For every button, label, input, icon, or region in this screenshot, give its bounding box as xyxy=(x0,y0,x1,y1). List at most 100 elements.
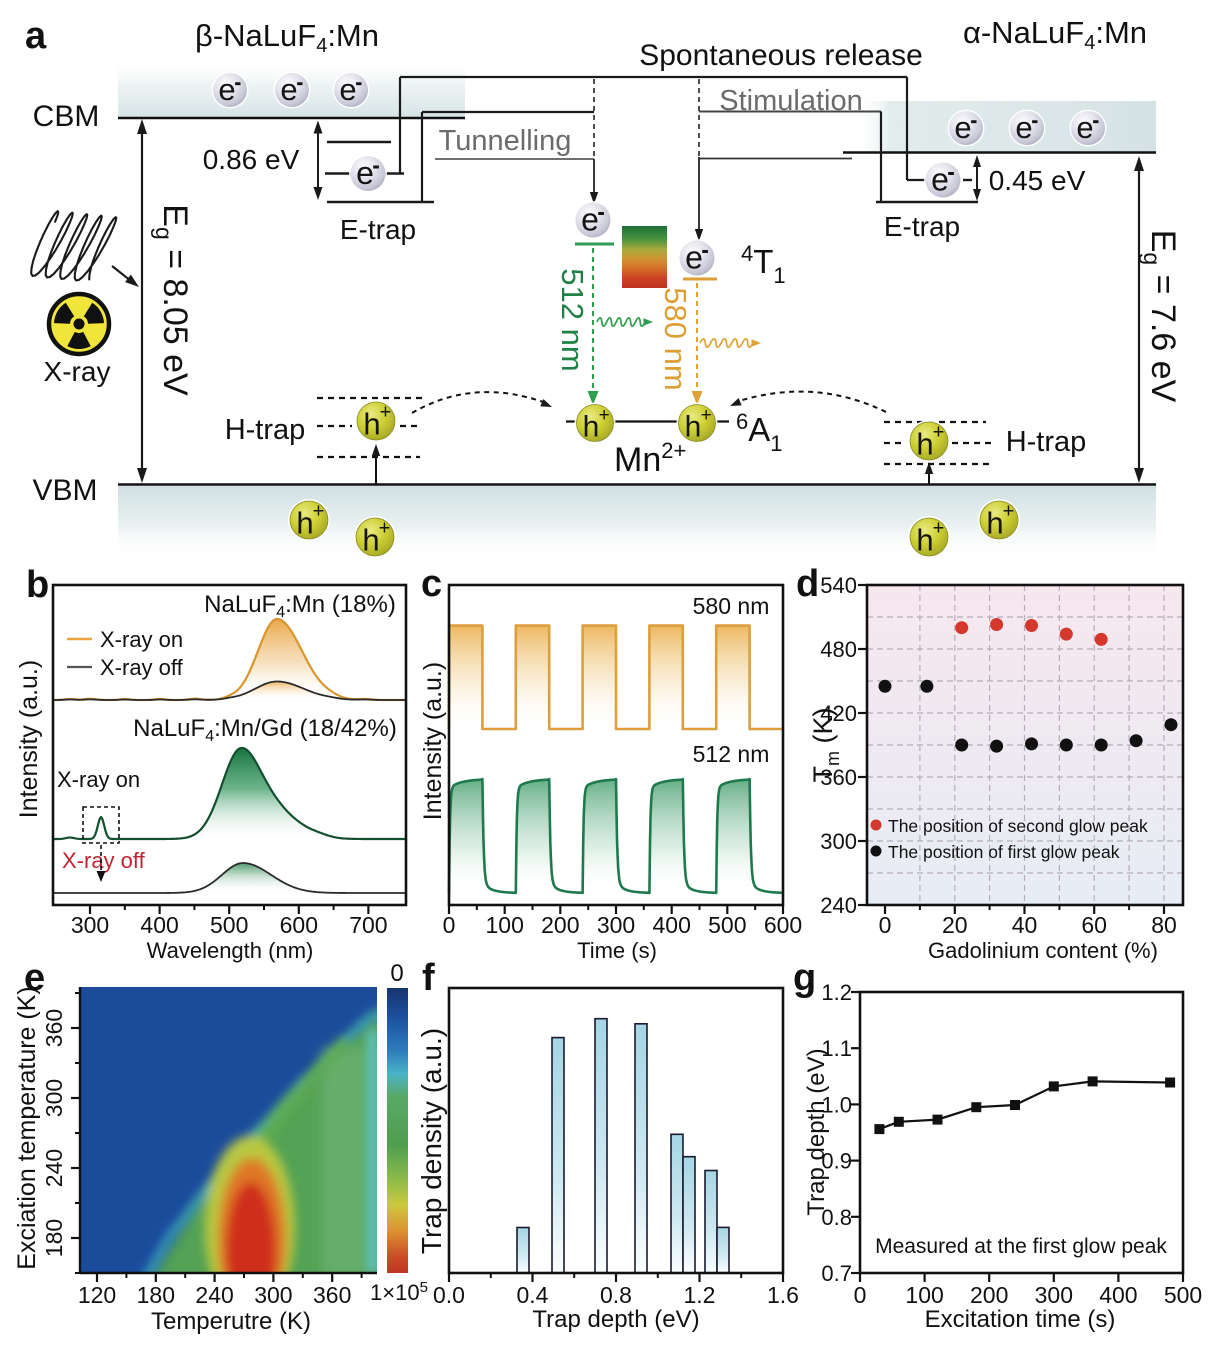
svg-text:β-NaLuF4:Mn: β-NaLuF4:Mn xyxy=(195,18,379,57)
svg-text:g: g xyxy=(793,957,816,999)
svg-text:e: e xyxy=(1076,110,1093,145)
svg-text:h: h xyxy=(916,523,933,558)
svg-text:+: + xyxy=(933,518,945,540)
svg-text:e: e xyxy=(24,957,45,999)
svg-text:0.8: 0.8 xyxy=(600,1282,632,1308)
svg-text:1.0: 1.0 xyxy=(821,1092,852,1117)
svg-text:512 nm: 512 nm xyxy=(555,268,590,371)
svg-text:1.2: 1.2 xyxy=(684,1282,716,1308)
svg-text:240: 240 xyxy=(820,893,857,918)
svg-text:e: e xyxy=(339,72,356,107)
svg-text:0.8: 0.8 xyxy=(821,1205,852,1230)
svg-text:180: 180 xyxy=(137,1282,175,1308)
svg-text:e: e xyxy=(280,72,297,107)
svg-text:360: 360 xyxy=(313,1282,351,1308)
svg-text:Temperutre (K): Temperutre (K) xyxy=(151,1308,311,1335)
svg-text:h: h xyxy=(296,506,313,541)
svg-text:500: 500 xyxy=(1164,1282,1202,1308)
svg-text:512 nm: 512 nm xyxy=(693,741,770,767)
svg-text:The position of second glow pe: The position of second glow peak xyxy=(888,816,1148,836)
svg-text:360: 360 xyxy=(820,765,857,790)
svg-text:4T1: 4T1 xyxy=(741,241,786,288)
svg-text:Eg = 8.05 eV: Eg = 8.05 eV xyxy=(151,204,194,396)
svg-text:b: b xyxy=(26,564,49,606)
svg-text:H-trap: H-trap xyxy=(1006,426,1087,458)
svg-text:Excitation time (s): Excitation time (s) xyxy=(925,1306,1116,1333)
svg-text:Tm (K): Tm (K) xyxy=(808,708,843,783)
svg-text:480: 480 xyxy=(820,637,857,662)
svg-text:240: 240 xyxy=(195,1282,233,1308)
svg-text:+: + xyxy=(313,501,325,523)
svg-text:f: f xyxy=(422,957,435,999)
svg-text:VBM: VBM xyxy=(32,474,97,507)
svg-text:0.9: 0.9 xyxy=(821,1149,852,1174)
svg-text:600: 600 xyxy=(764,912,802,938)
svg-text:600: 600 xyxy=(280,912,318,938)
svg-text:NaLuF4:Mn (18%): NaLuF4:Mn (18%) xyxy=(204,591,396,621)
svg-text:+: + xyxy=(701,405,712,426)
svg-text:0: 0 xyxy=(854,1282,867,1308)
svg-text:h: h xyxy=(916,427,933,462)
svg-text:a: a xyxy=(25,15,47,57)
svg-text:200: 200 xyxy=(970,1282,1008,1308)
svg-text:X-ray on: X-ray on xyxy=(100,627,183,652)
svg-text:6A1: 6A1 xyxy=(736,409,783,456)
svg-text:700: 700 xyxy=(349,912,387,938)
svg-text:1.2: 1.2 xyxy=(821,980,852,1005)
svg-text:H-trap: H-trap xyxy=(225,414,306,446)
svg-text:1.6: 1.6 xyxy=(767,1282,799,1308)
svg-text:300: 300 xyxy=(254,1282,292,1308)
svg-text:e: e xyxy=(954,110,971,145)
svg-text:+: + xyxy=(379,518,391,540)
svg-text:420: 420 xyxy=(820,701,857,726)
svg-text:400: 400 xyxy=(653,912,691,938)
svg-text:Trap density (a.u.): Trap density (a.u.) xyxy=(416,1028,447,1254)
svg-text:Eg = 7.6 eV: Eg = 7.6 eV xyxy=(1139,230,1182,403)
svg-text:580 nm: 580 nm xyxy=(693,593,770,619)
svg-text:e: e xyxy=(1015,110,1032,145)
svg-text:X-ray on: X-ray on xyxy=(57,767,140,792)
svg-text:300: 300 xyxy=(820,829,857,854)
svg-text:Time (s): Time (s) xyxy=(577,938,657,963)
svg-text:1×105: 1×105 xyxy=(370,1279,428,1305)
svg-text:60: 60 xyxy=(1081,912,1107,938)
svg-text:h: h xyxy=(363,407,380,442)
svg-text:300: 300 xyxy=(71,912,109,938)
svg-text:100: 100 xyxy=(486,912,524,938)
svg-text:Stimulation: Stimulation xyxy=(719,85,862,117)
svg-text:CBM: CBM xyxy=(33,100,100,133)
svg-text:20: 20 xyxy=(942,912,968,938)
svg-text:NaLuF4:Mn/Gd (18/42%): NaLuF4:Mn/Gd (18/42%) xyxy=(133,715,397,745)
svg-text:0.4: 0.4 xyxy=(517,1282,549,1308)
svg-text:e: e xyxy=(581,202,599,238)
svg-text:Exciation temperature (K): Exciation temperature (K) xyxy=(13,986,41,1269)
svg-text:Intensity (a.u.): Intensity (a.u.) xyxy=(419,662,447,820)
svg-text:240: 240 xyxy=(41,1149,67,1187)
svg-text:0: 0 xyxy=(390,960,403,987)
svg-text:580 nm: 580 nm xyxy=(658,287,693,390)
svg-text:360: 360 xyxy=(41,1009,67,1047)
svg-text:400: 400 xyxy=(140,912,178,938)
svg-text:Spontaneous release: Spontaneous release xyxy=(639,39,923,72)
svg-text:0: 0 xyxy=(879,912,892,938)
svg-text:0: 0 xyxy=(443,912,456,938)
svg-text:X-ray: X-ray xyxy=(44,356,111,387)
svg-text:e: e xyxy=(218,72,235,107)
svg-text:X-ray off: X-ray off xyxy=(100,655,184,680)
svg-text:Wavelength (nm): Wavelength (nm) xyxy=(147,938,314,963)
svg-text:120: 120 xyxy=(78,1282,116,1308)
svg-text:540: 540 xyxy=(820,573,857,598)
svg-text:300: 300 xyxy=(597,912,635,938)
svg-text:Mn2+: Mn2+ xyxy=(614,438,686,479)
svg-text:0.7: 0.7 xyxy=(821,1261,852,1286)
svg-text:100: 100 xyxy=(905,1282,943,1308)
svg-text:h: h xyxy=(685,410,702,443)
svg-text:0.86 eV: 0.86 eV xyxy=(203,144,300,175)
svg-text:40: 40 xyxy=(1012,912,1038,938)
svg-text:c: c xyxy=(421,563,442,605)
svg-text:Intensity (a.u.): Intensity (a.u.) xyxy=(15,660,43,818)
svg-text:E-trap: E-trap xyxy=(340,214,416,245)
svg-text:Trap depth (eV): Trap depth (eV) xyxy=(803,1048,830,1215)
svg-text:300: 300 xyxy=(41,1079,67,1117)
svg-text:h: h xyxy=(986,506,1003,541)
